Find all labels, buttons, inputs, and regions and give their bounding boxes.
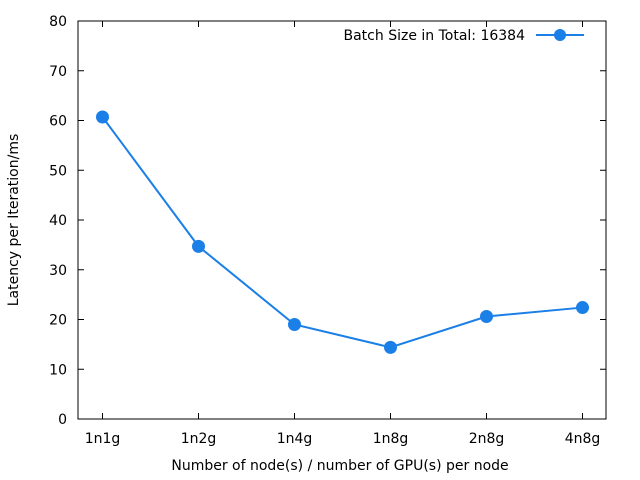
y-tick-label: 40: [49, 213, 67, 229]
series-line: [101, 116, 583, 349]
y-tick-label: 0: [58, 412, 67, 428]
x-axis-label: Number of node(s) / number of GPU(s) per…: [171, 458, 508, 474]
data-point: [288, 317, 301, 331]
x-tick-label: 1n2g: [181, 431, 217, 447]
legend-label: Batch Size in Total: 16384: [344, 28, 526, 44]
y-tick-label: 60: [49, 114, 67, 130]
x-tick-label: 1n4g: [277, 431, 313, 447]
y-tick-label: 70: [49, 64, 67, 80]
y-tick-label: 50: [49, 163, 67, 179]
series-layer: [96, 110, 589, 354]
y-tick-label: 10: [49, 362, 67, 378]
y-tick-label: 20: [49, 313, 67, 329]
y-axis-label: Latency per Iteration/ms: [6, 134, 22, 307]
legend-marker: [554, 29, 566, 41]
x-axis: 1n1g 1n2g 1n4g 1n8g 2n8g 4n8g: [85, 21, 601, 447]
y-tick-label: 80: [49, 14, 67, 30]
x-tick-label: 1n8g: [373, 431, 409, 447]
legend: Batch Size in Total: 16384: [344, 28, 584, 44]
x-tick-label: 4n8g: [565, 431, 601, 447]
data-point: [384, 340, 397, 354]
data-point: [576, 301, 589, 315]
data-point: [480, 310, 493, 324]
y-axis: 0 10 20 30 40 50 60 70 80: [49, 14, 606, 428]
data-point: [96, 110, 109, 124]
x-tick-label: 2n8g: [469, 431, 505, 447]
y-tick-label: 30: [49, 263, 67, 279]
data-point: [192, 239, 205, 253]
x-tick-label: 1n1g: [85, 431, 121, 447]
plot-frame: [77, 20, 607, 420]
